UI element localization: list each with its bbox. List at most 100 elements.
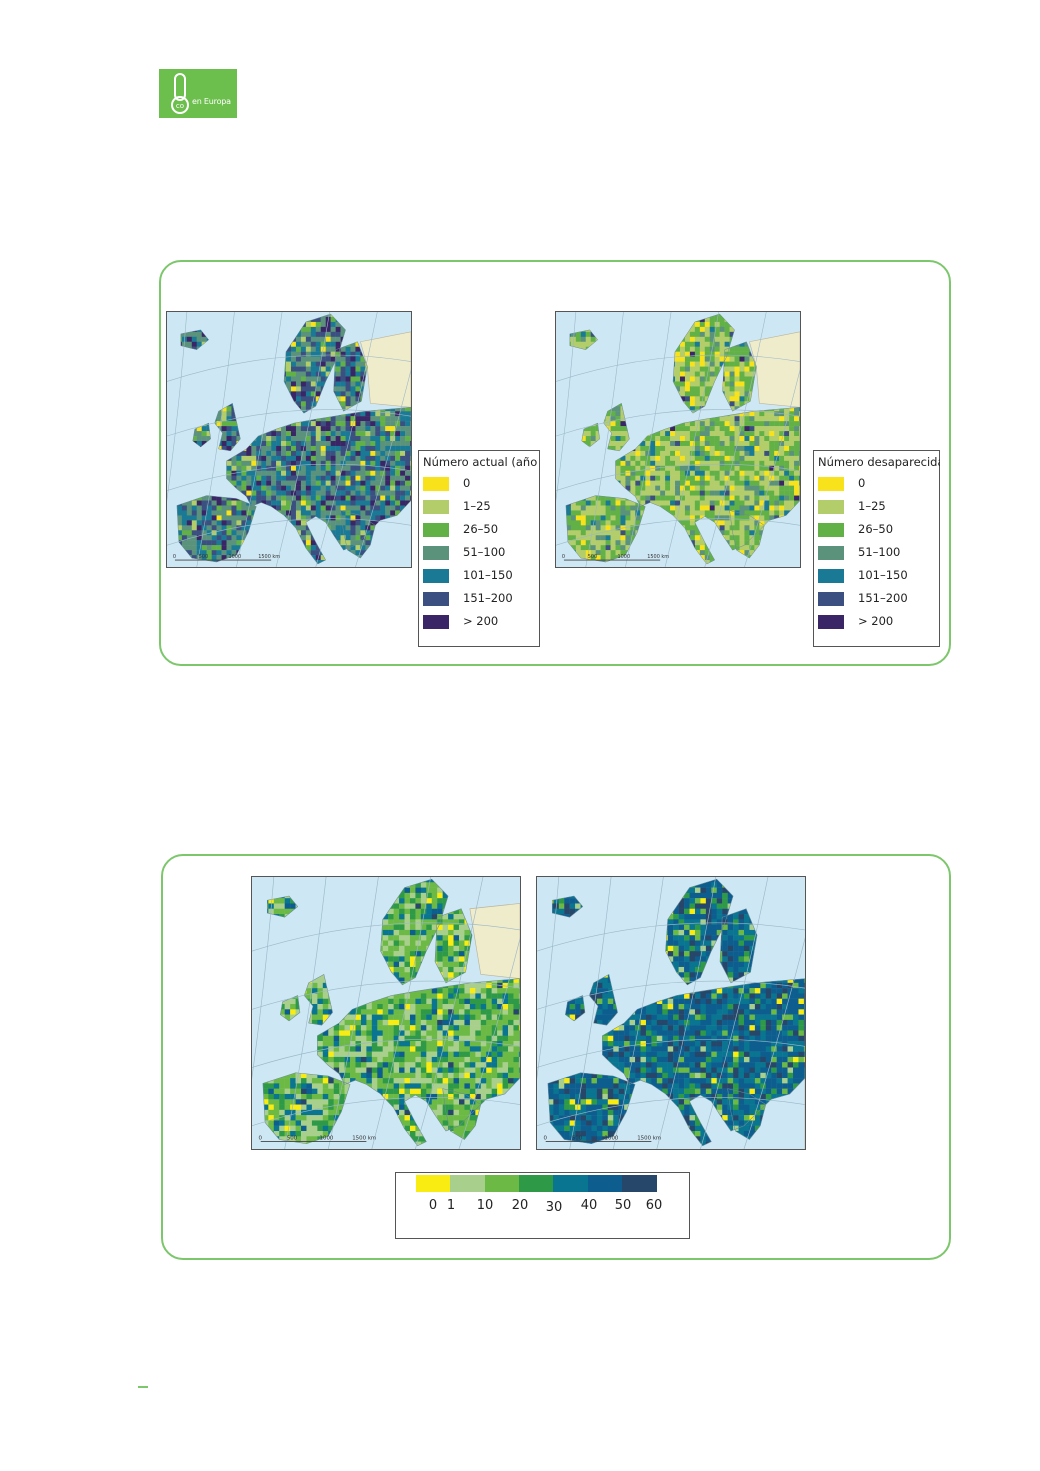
coastline [180,329,210,350]
coastline [283,313,346,414]
graticule-meridian [744,368,800,567]
coastline [602,978,805,1147]
legend-item: 51–100 [818,544,928,562]
brand-logo: co en Europa [159,69,237,118]
colorbar-segment [416,1175,451,1192]
coastline [588,973,618,1026]
legend-label: 0 [858,476,866,490]
scale-label: 1000 [320,1136,334,1142]
coastline [722,341,757,412]
legend-label: 0 [463,476,471,490]
coastline [729,510,765,559]
legend-item: > 200 [818,613,928,631]
coastline [280,995,301,1022]
graticule-parallel [167,409,411,437]
graticule-meridian [700,877,769,1149]
legend-item: 1–25 [423,498,533,516]
scale-label: 0 [173,554,176,560]
legend-item: > 200 [423,613,533,631]
coastline [569,329,599,350]
coastline [333,341,368,412]
legend-swatch [818,500,844,514]
map-disappeared-species: 0 500 1000 1500 km [555,311,801,568]
legend-label: 101–150 [463,568,513,582]
coastline [303,973,333,1026]
legend-item: 0 [423,475,533,493]
legend-disappeared: Número desaparecidas 0 1–25 26–50 51–100 101… [813,450,940,647]
legend-item: 101–150 [818,567,928,585]
coastline [565,995,586,1022]
graticule-meridian [458,937,520,1149]
coastline [226,407,411,565]
scale-label: 1500 km [637,1136,661,1142]
scale-label: 1000 [228,554,241,560]
scale-label: 0 [562,554,565,560]
coastline [340,510,376,559]
scale-label: 500 [287,1136,298,1142]
graticule-parallel [167,463,411,491]
graticule-parallel [252,922,520,952]
legend-item: 1–25 [818,498,928,516]
graticule-meridian [625,312,672,567]
map-current-species: 0 500 1000 1500 km [166,311,412,568]
graticule-parallel [252,1038,520,1068]
europe-map-disappeared: 0 500 1000 1500 km [556,312,800,567]
thermometer-co-icon: co [171,73,189,114]
legend-title: Número desaparecidas [818,455,940,469]
map-scenario-a: 0 500 1000 1500 km [251,876,521,1150]
colorbar-segment [484,1175,520,1192]
colorbar-tick-label: 0 [428,1198,438,1213]
scale-label: 1500 km [352,1136,376,1142]
legend-label: 26–50 [858,522,894,536]
colorbar-segment [450,1175,486,1192]
graticule-meridian [315,312,378,567]
scale-label: 0 [259,1136,263,1142]
graticule-meridian [275,312,330,567]
europe-map-scenario-b: 0 500 1000 1500 km [537,877,805,1149]
legend-swatch [818,523,844,537]
europe-map-scenario-a: 0 500 1000 1500 km [252,877,520,1149]
logo-text: en Europa [192,97,231,106]
graticule-parallel [556,463,800,491]
scale-label: 500 [572,1136,583,1142]
graticule-meridian [371,877,431,1149]
coastline [380,878,449,986]
coastline [192,422,211,448]
graticule-parallel [537,1097,805,1127]
legend-item: 0 [818,475,928,493]
legend-label: 1–25 [463,499,491,513]
coastline [551,895,584,918]
graticule-meridian [664,312,719,567]
legend-label: > 200 [463,614,499,628]
map-scenario-b: 0 500 1000 1500 km [536,876,806,1150]
europe-map-current: 0 500 1000 1500 km [167,312,411,567]
legend-label: > 200 [858,614,894,628]
legend-current: Número actual (año 0 1–25 26–50 51–100 101–1… [418,450,540,647]
legend-swatch [818,477,844,491]
legend-item: 26–50 [818,521,928,539]
coastline [565,495,646,563]
graticule-parallel [537,980,805,1010]
colorbar-tick-label: 30 [545,1200,563,1215]
coastline [317,978,520,1147]
graticule-meridian [556,312,577,502]
graticule-meridian [236,312,283,567]
legend-label: 101–150 [858,568,908,582]
scale-label: 0 [544,1136,548,1142]
graticule-parallel [252,1097,520,1127]
legend-swatch [423,592,449,606]
coastline [615,407,800,565]
legend-swatch [423,546,449,560]
colorbar-segment [553,1175,588,1192]
graticule-meridian [612,877,664,1149]
coastline [719,908,758,984]
colorbar-segment [587,1175,623,1192]
graticule-meridian [252,877,275,1080]
legend-item: 101–150 [423,567,533,585]
legend-label: 1–25 [858,499,886,513]
graticule-parallel [167,518,411,546]
graticule-meridian [656,877,716,1149]
coastline [266,895,299,918]
graticule-meridian [537,877,560,1080]
coastline [262,1072,351,1144]
